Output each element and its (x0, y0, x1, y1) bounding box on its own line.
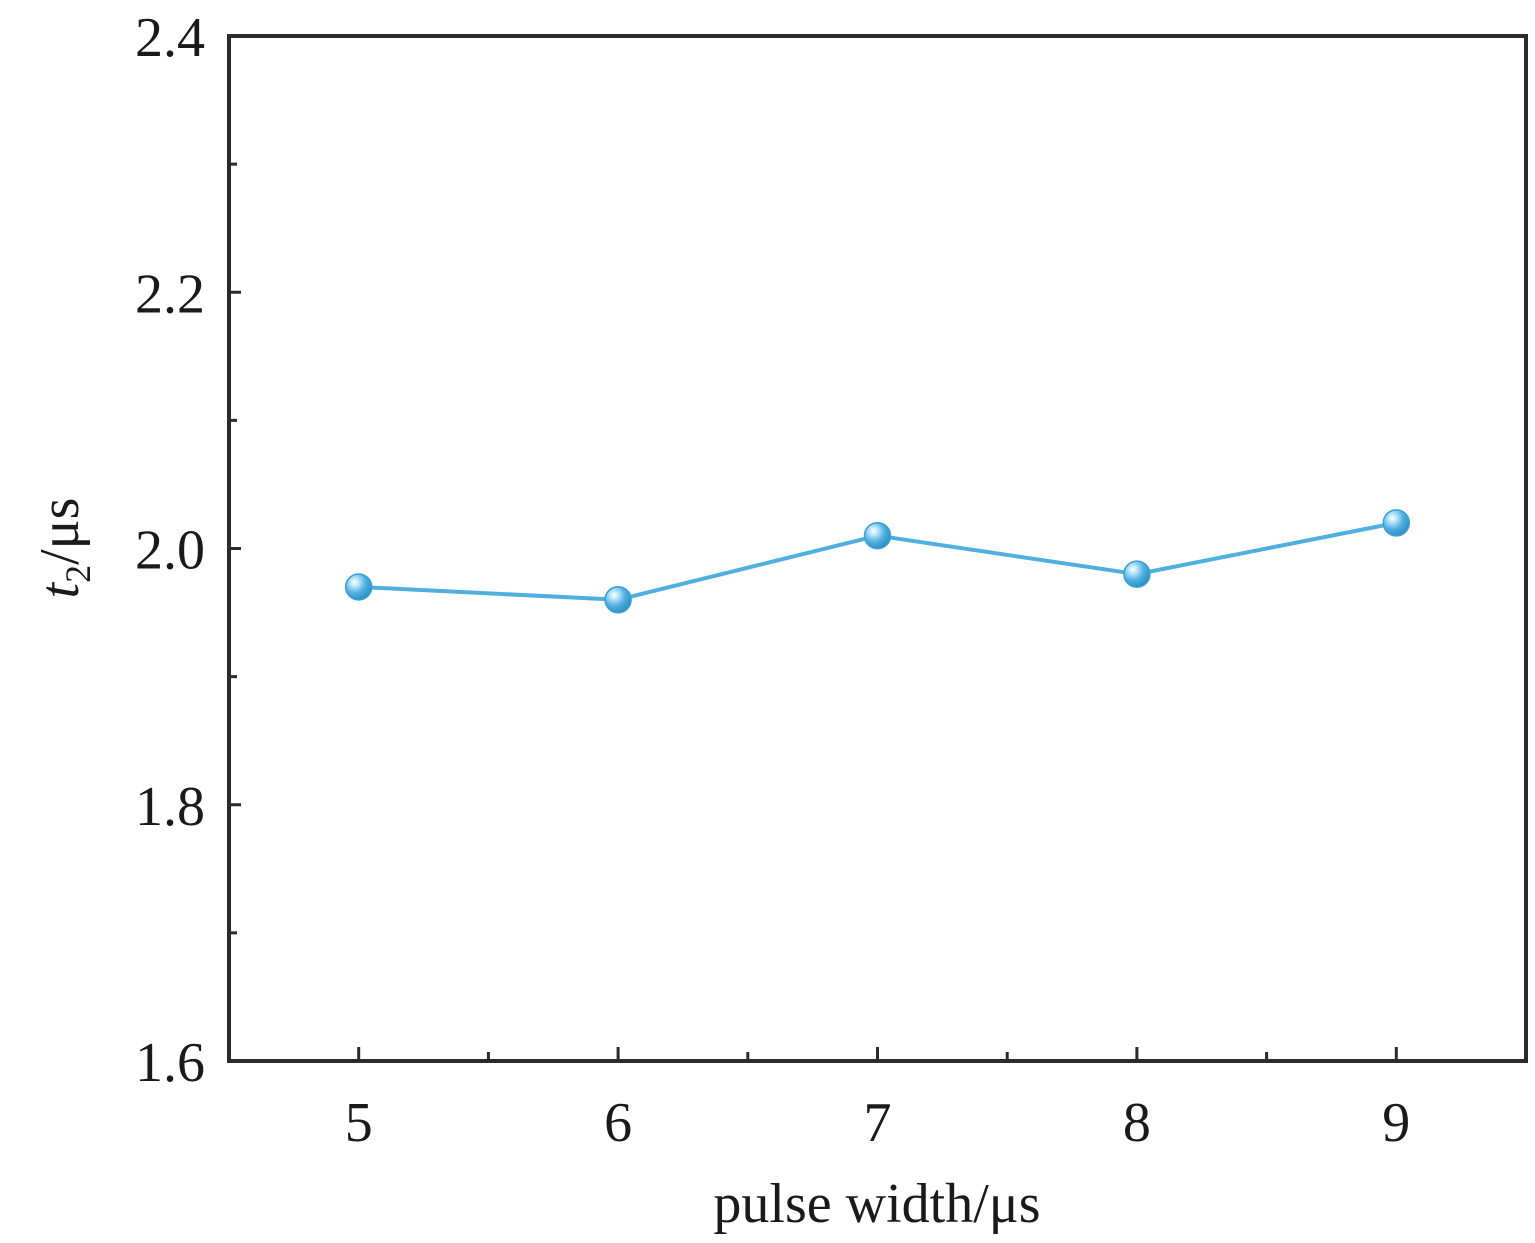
x-tick-label: 9 (1382, 1092, 1410, 1154)
y-axis-ticks: 1.6 1.8 2.0 2.2 2.4 (135, 7, 241, 1094)
y-tick-label: 1.8 (135, 776, 205, 838)
x-axis-ticks: 5 6 7 8 9 (345, 1047, 1410, 1154)
x-tick-label: 5 (345, 1092, 373, 1154)
x-tick-label: 7 (864, 1092, 892, 1154)
data-point (344, 573, 373, 601)
series-layer (344, 509, 1411, 614)
y-tick-label: 1.6 (135, 1032, 205, 1094)
y-tick-label: 2.4 (135, 7, 205, 69)
x-tick-label: 6 (604, 1092, 632, 1154)
data-point (1123, 560, 1151, 588)
data-point (1382, 509, 1411, 537)
y-axis-title-variable: t (29, 581, 91, 598)
data-point (604, 586, 632, 614)
x-axis-title: pulse width/μs (713, 1173, 1040, 1235)
data-point (863, 521, 892, 550)
x-tick-label: 8 (1123, 1092, 1151, 1154)
y-tick-label: 2.0 (135, 520, 205, 582)
y-axis-title-unit: /μs (29, 498, 91, 565)
y-axis-title-subscript: 2 (58, 565, 98, 583)
y-tick-label: 2.2 (135, 263, 205, 325)
y-axis-title: t2/μs (29, 498, 98, 599)
